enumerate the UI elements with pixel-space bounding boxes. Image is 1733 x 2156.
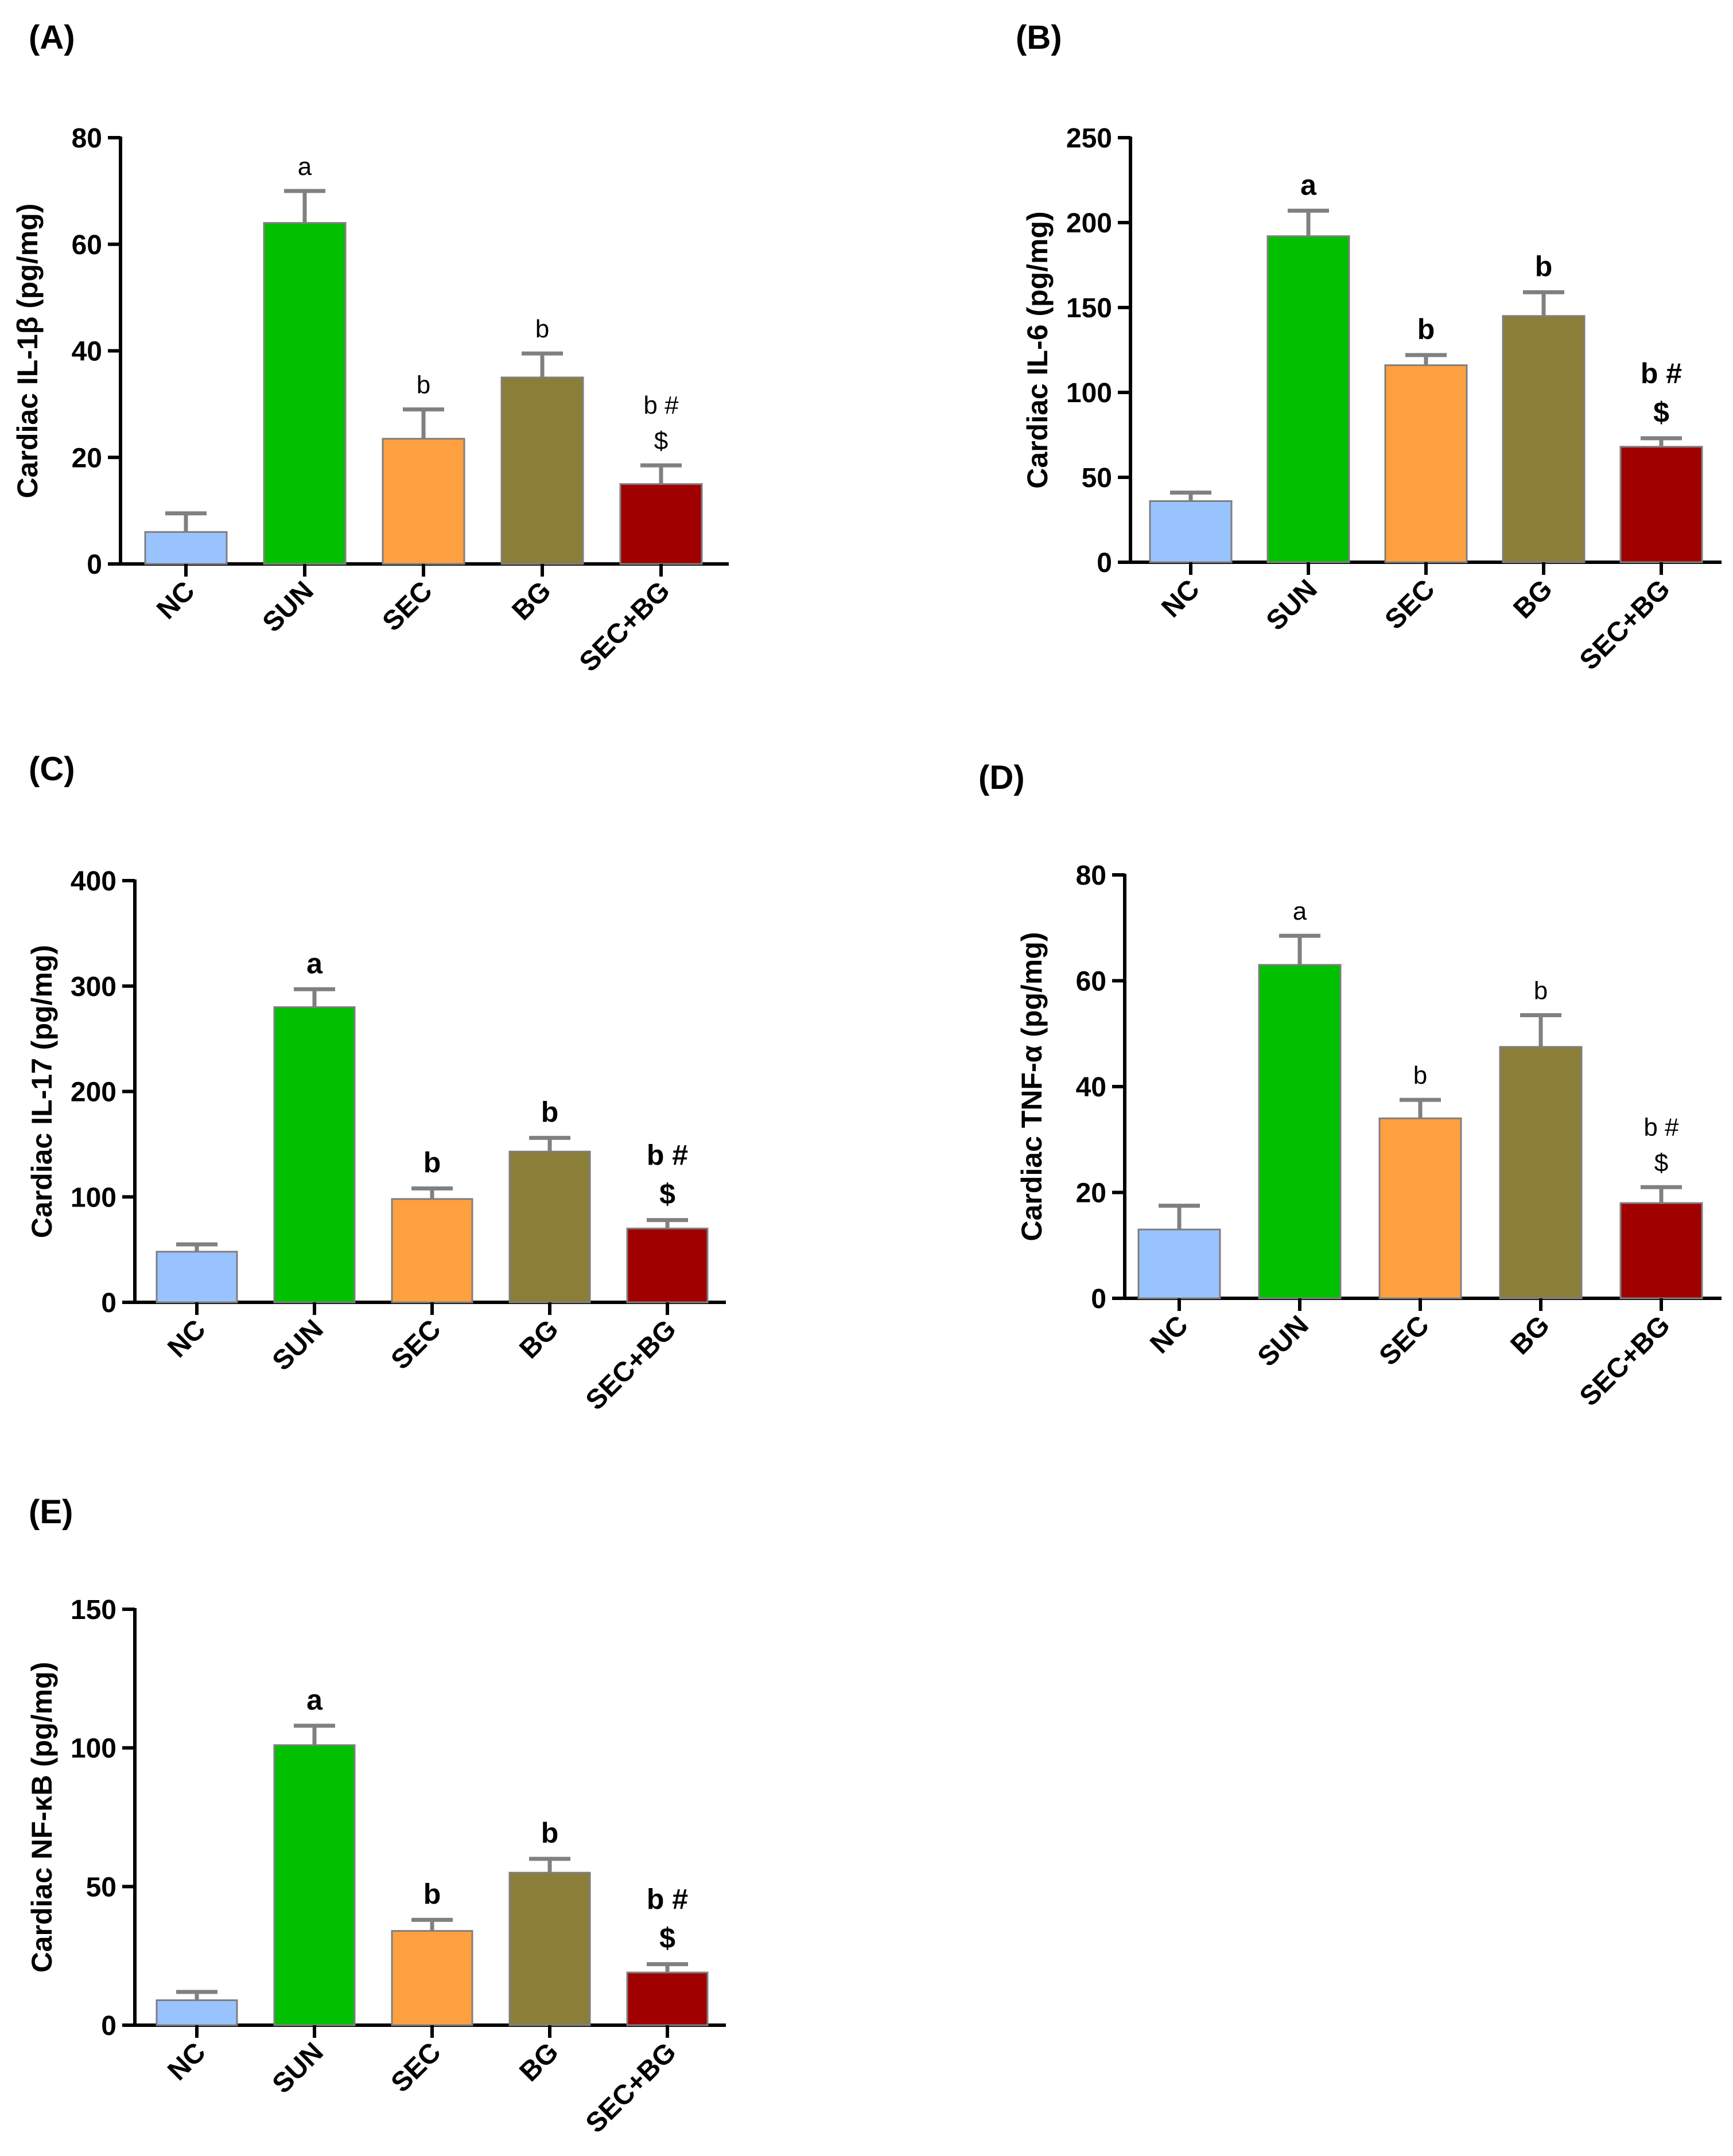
y-axis-title: Cardiac IL-6 (pg/mg): [1021, 211, 1054, 488]
bar-sun: [1258, 964, 1342, 1299]
bar-sec-bg: [619, 483, 703, 565]
bar-sec-bg: [626, 1227, 709, 1303]
y-axis-title: Cardiac NF-κB (pg/mg): [26, 1662, 58, 1973]
bar-nc: [156, 1251, 238, 1303]
significance-label: $: [659, 1178, 675, 1211]
y-axis-title: Cardiac IL-17 (pg/mg): [26, 945, 58, 1238]
significance-label: $: [1653, 396, 1669, 429]
bar-bg: [1499, 1046, 1583, 1299]
panel-label: (A): [29, 19, 75, 56]
y-axis-title: Cardiac TNF-α (pg/mg): [1016, 932, 1048, 1241]
panel-label: (C): [29, 750, 75, 788]
y-tick-label: 80: [72, 123, 102, 154]
bar-sec-bg: [1619, 446, 1703, 563]
bar-sec: [1378, 1117, 1462, 1299]
significance-label: $: [654, 427, 668, 455]
y-tick-label: 0: [101, 1288, 116, 1318]
y-tick-label: 0: [1091, 1284, 1106, 1314]
y-tick-label: 60: [72, 230, 102, 260]
significance-label: b: [1534, 976, 1548, 1005]
significance-label: $: [659, 1923, 675, 1955]
significance-label: b #: [1641, 357, 1682, 390]
panel-label: (E): [29, 1493, 73, 1531]
y-tick-label: 300: [71, 972, 116, 1002]
significance-label: b: [541, 1817, 559, 1849]
significance-label: b: [541, 1096, 559, 1128]
significance-label: b: [423, 1147, 441, 1179]
bar-bg: [508, 1871, 591, 2026]
y-tick-label: 400: [71, 866, 116, 897]
y-tick-label: 20: [1076, 1178, 1106, 1209]
significance-label: b #: [647, 1139, 688, 1172]
panel-label: (B): [1016, 19, 1062, 56]
significance-label: a: [306, 947, 323, 979]
bar-sun: [1266, 235, 1350, 563]
significance-label: b #: [647, 1883, 688, 1916]
significance-label: b: [417, 371, 430, 399]
significance-label: a: [298, 153, 312, 181]
bar-nc: [1149, 500, 1233, 563]
bar-sec: [391, 1198, 473, 1303]
significance-label: a: [306, 1684, 323, 1716]
significance-label: b #: [643, 391, 679, 419]
y-tick-label: 80: [1076, 861, 1106, 891]
significance-label: $: [1654, 1149, 1668, 1177]
significance-label: b: [1413, 1061, 1427, 1089]
y-tick-label: 20: [72, 443, 102, 473]
bar-bg: [500, 376, 584, 565]
y-tick-label: 50: [1082, 463, 1112, 493]
y-tick-label: 40: [1076, 1072, 1106, 1103]
significance-label: a: [1300, 169, 1317, 201]
y-tick-label: 60: [1076, 967, 1106, 997]
bar-bg: [1502, 315, 1586, 563]
y-tick-label: 40: [72, 337, 102, 367]
y-tick-label: 0: [1097, 548, 1112, 578]
bar-sec-bg: [626, 1971, 709, 2026]
bar-nc: [156, 1999, 238, 2026]
y-axis-title: Cardiac IL-1β (pg/mg): [11, 204, 44, 499]
bar-sec: [1384, 364, 1468, 563]
y-tick-label: 150: [1066, 293, 1112, 324]
y-tick-label: 250: [1066, 123, 1112, 154]
bar-sun: [273, 1006, 356, 1303]
y-tick-label: 50: [86, 1872, 116, 1902]
significance-label: a: [1293, 897, 1307, 925]
y-tick-label: 150: [71, 1595, 116, 1625]
significance-label: b: [423, 1878, 441, 1910]
bar-sun: [263, 222, 347, 565]
bar-bg: [508, 1150, 591, 1303]
y-tick-label: 200: [1066, 208, 1112, 239]
y-tick-label: 200: [71, 1077, 116, 1108]
significance-label: b: [1535, 250, 1553, 282]
y-tick-label: 0: [101, 2011, 116, 2041]
y-tick-label: 100: [1066, 378, 1112, 408]
bar-sun: [273, 1744, 356, 2026]
bar-nc: [144, 531, 228, 565]
panel-label: (D): [978, 759, 1025, 796]
y-tick-label: 0: [87, 550, 102, 580]
bar-nc: [1137, 1228, 1221, 1299]
significance-label: b #: [1643, 1113, 1679, 1141]
bar-sec: [382, 438, 465, 565]
bar-sec-bg: [1619, 1202, 1703, 1299]
y-tick-label: 100: [71, 1182, 116, 1213]
significance-label: b: [1417, 313, 1435, 345]
bar-sec: [391, 1930, 473, 2026]
y-tick-label: 100: [71, 1734, 116, 1764]
significance-label: b: [535, 315, 549, 343]
